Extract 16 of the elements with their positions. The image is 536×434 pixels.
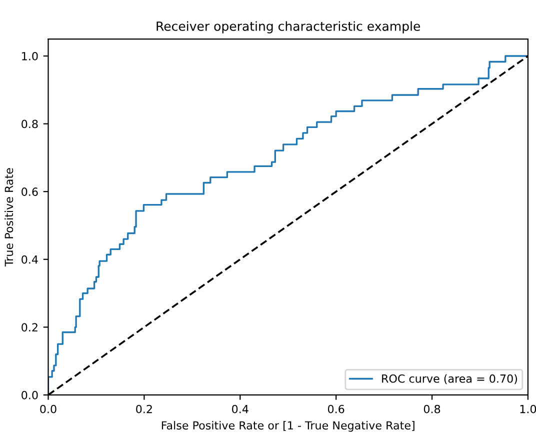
y-tick-label: 1.0 — [22, 52, 38, 60]
x-tick-label: 0.2 — [136, 404, 152, 414]
x-tick-label: 0.4 — [232, 404, 248, 414]
chart-title: Receiver operating characteristic example — [156, 21, 420, 34]
y-tick-label: 0.6 — [22, 188, 38, 196]
y-axis-title: True Positive Rate — [4, 168, 14, 267]
x-tick-label: 1.0 — [520, 404, 536, 414]
x-tick-label: 0.8 — [424, 404, 440, 414]
legend-label: ROC curve (area = 0.70) — [382, 374, 518, 384]
x-axis-title: False Positive Rate or [1 - True Negative Rate] — [162, 420, 414, 432]
y-tick-label: 0.2 — [22, 323, 38, 332]
y-tick-label: 0.4 — [22, 255, 38, 264]
y-tick-label: 0.8 — [22, 120, 38, 128]
x-tick-label: 0.0 — [40, 404, 56, 414]
y-tick-label: 0.0 — [22, 390, 38, 400]
x-tick-label: 0.6 — [328, 404, 344, 414]
